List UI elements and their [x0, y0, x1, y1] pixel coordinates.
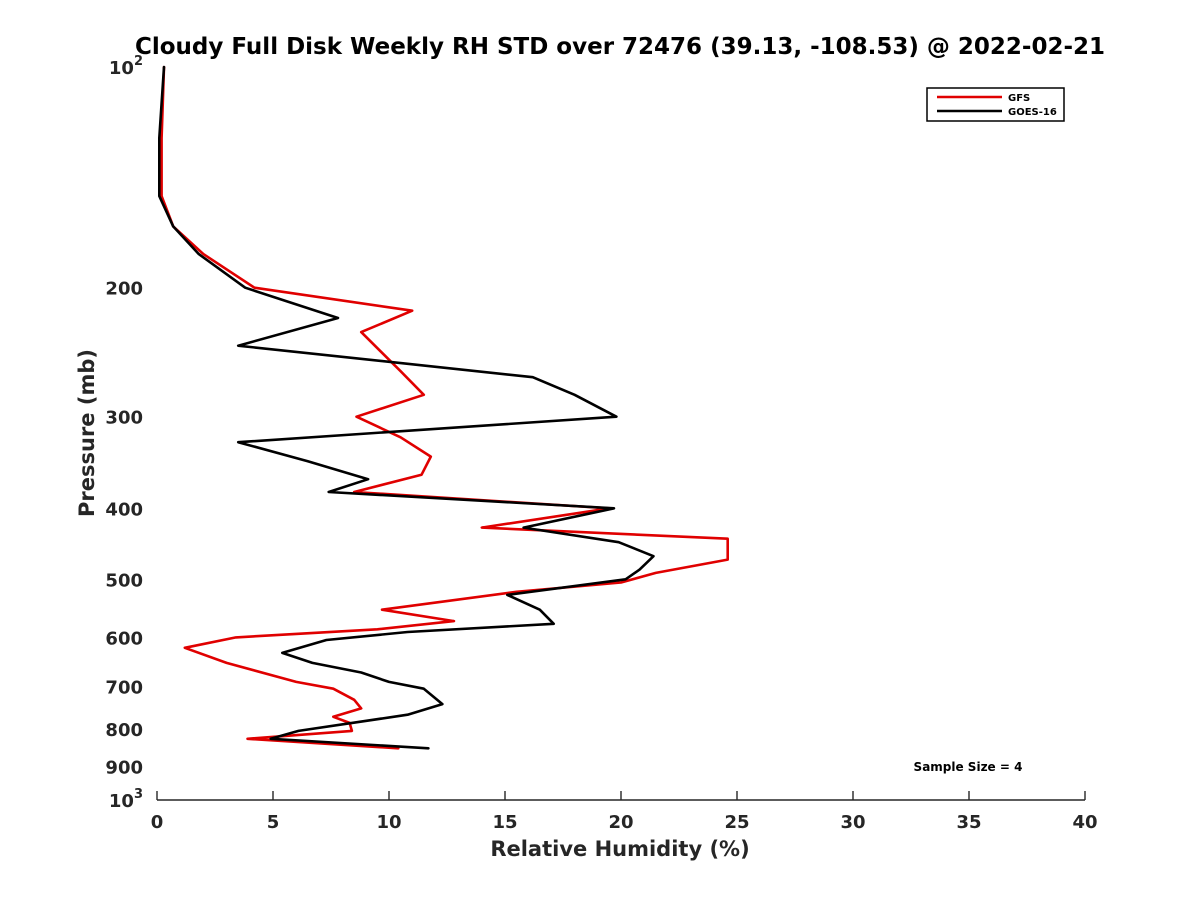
y-tick-label: 700 [105, 677, 143, 698]
y-tick-label: 800 [105, 720, 143, 741]
y-tick-label: 103 [109, 787, 143, 812]
x-tick-label: 15 [492, 812, 517, 833]
legend: GFS GOES-16 [926, 87, 1065, 122]
y-axis-label: Pressure (mb) [75, 349, 99, 517]
y-tick-label: 400 [105, 499, 143, 520]
legend-label: GOES-16 [1008, 107, 1057, 118]
chart-title: Cloudy Full Disk Weekly RH STD over 7247… [135, 34, 1105, 60]
x-tick-label: 40 [1072, 812, 1097, 833]
plot-background [157, 67, 1085, 800]
y-tick-label: 500 [105, 570, 143, 591]
legend-label: GFS [1008, 93, 1030, 104]
axes-layer: 0 5 10 15 20 25 30 35 40 102 200 300 400 500 600 700 800… [105, 54, 1097, 833]
legend-box [926, 87, 1065, 122]
y-tick-label: 102 [109, 54, 143, 79]
x-tick-label: 0 [151, 812, 164, 833]
series-layer [158, 65, 730, 750]
y-tick-label: 300 [105, 408, 143, 429]
y-tick-label: 600 [105, 628, 143, 649]
y-tick-label: 900 [105, 757, 143, 778]
sample-size-annotation: Sample Size = 4 [914, 760, 1023, 774]
x-tick-label: 10 [376, 812, 401, 833]
x-tick-label: 5 [267, 812, 280, 833]
x-tick-label: 35 [956, 812, 981, 833]
y-tick-label: 200 [105, 279, 143, 300]
x-tick-label: 20 [608, 812, 633, 833]
x-tick-label: 30 [840, 812, 865, 833]
x-tick-label: 25 [724, 812, 749, 833]
plot-area [157, 67, 1085, 800]
series-line-gfs [160, 65, 730, 750]
series-line-goes-16 [158, 65, 655, 750]
x-axis-label: Relative Humidity (%) [490, 837, 749, 861]
